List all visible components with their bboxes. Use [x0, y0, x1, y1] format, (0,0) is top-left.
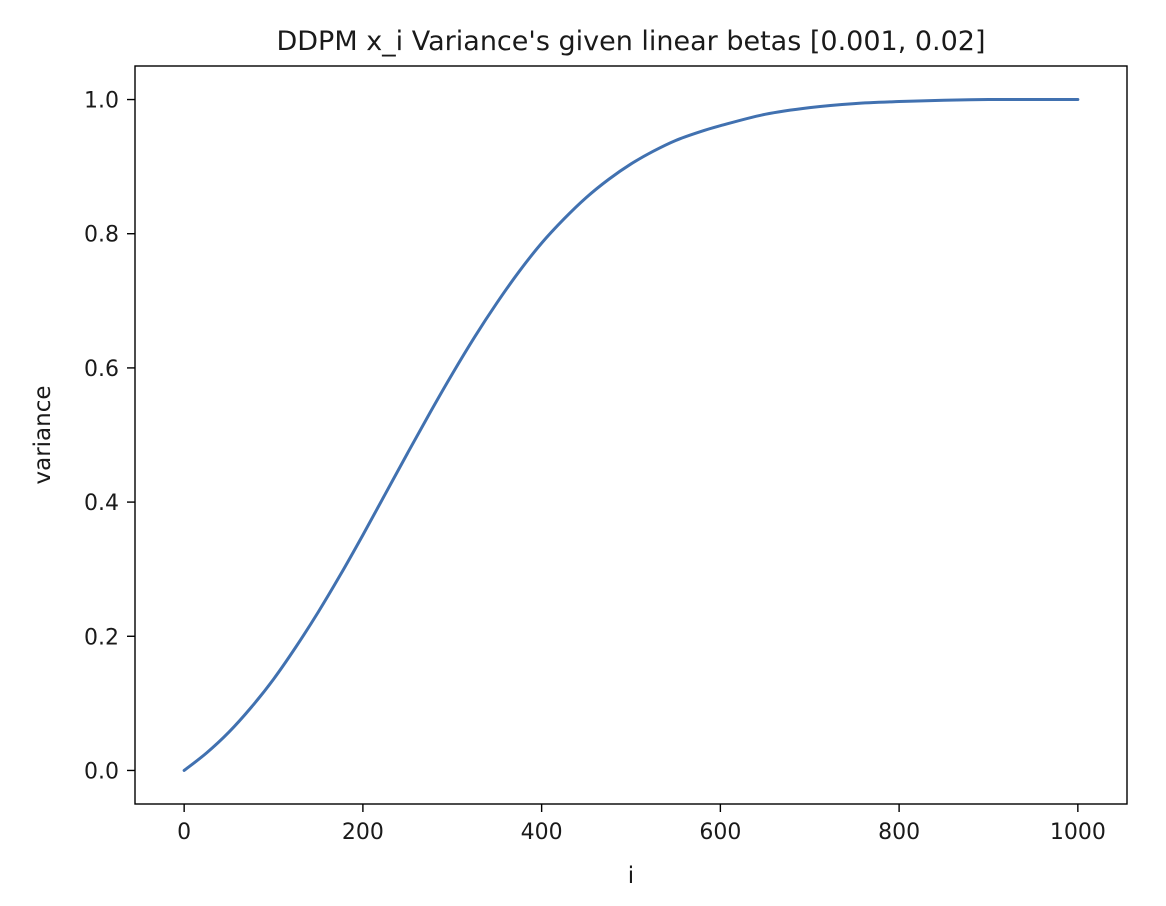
series-line — [182, 97, 1080, 772]
y-axis-label: variance — [30, 385, 56, 484]
y-tick-label: 0.6 — [84, 357, 119, 382]
x-tick-label: 400 — [521, 820, 563, 845]
x-tick-label: 1000 — [1050, 820, 1106, 845]
y-tick-label: 0.8 — [84, 223, 119, 248]
series-layer — [182, 97, 1080, 772]
x-tick-label: 0 — [177, 820, 191, 845]
y-tick-label: 0.0 — [84, 759, 119, 784]
chart-title: DDPM x_i Variance's given linear betas [… — [276, 26, 985, 57]
x-axis-label: i — [628, 863, 634, 889]
plot-area-frame — [134, 65, 1128, 805]
y-tick-label: 0.2 — [84, 625, 119, 650]
y-axis-ticks: 0.0 0.2 0.4 0.6 0.8 1.0 — [84, 89, 135, 784]
y-tick-label: 1.0 — [84, 89, 119, 114]
x-axis-ticks: 0 200 400 600 800 1000 — [177, 804, 1106, 845]
x-tick-label: 200 — [342, 820, 384, 845]
x-tick-label: 600 — [699, 820, 741, 845]
x-tick-label: 800 — [878, 820, 920, 845]
y-tick-label: 0.4 — [84, 491, 119, 516]
